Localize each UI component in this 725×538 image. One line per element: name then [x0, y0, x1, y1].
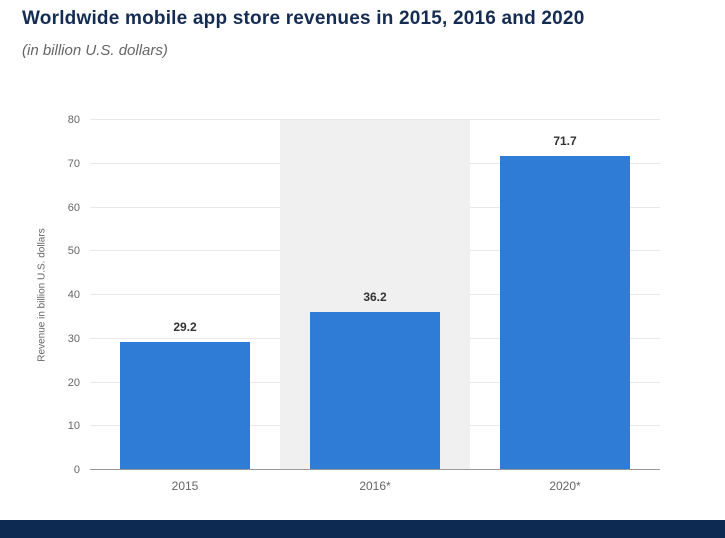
x-tick-label: 2015 — [171, 479, 199, 493]
y-tick-label: 10 — [67, 420, 80, 433]
bar-2016*[interactable]: 36.2 — [310, 290, 440, 470]
bar-value-label: 71.7 — [553, 134, 577, 149]
y-tick-label: 70 — [67, 157, 80, 170]
bar-slot-2016*: 36.2 — [280, 120, 470, 470]
chart-title: Worldwide mobile app store revenues in 2… — [22, 8, 585, 29]
bar-value-label: 29.2 — [173, 320, 197, 335]
bar-2020*[interactable]: 71.7 — [500, 134, 630, 470]
bar-slot-2020*: 71.7 — [470, 120, 660, 470]
plot-area: 29.2 36.2 71.7 — [90, 119, 660, 470]
y-tick-label: 0 — [73, 464, 80, 476]
bar-value-label: 36.2 — [363, 289, 387, 304]
footer-bar — [0, 520, 725, 538]
y-axis-tick-labels: 0 10 20 30 40 50 60 70 80 — [48, 114, 80, 476]
y-tick-label: 40 — [67, 289, 80, 301]
y-tick-label: 50 — [67, 245, 80, 258]
y-axis-title: Revenue in billion U.S. dollars — [36, 228, 48, 362]
y-tick-label: 80 — [67, 114, 80, 126]
x-tick-label: 2020* — [549, 479, 581, 493]
bar-slot-2015: 29.2 — [90, 120, 280, 470]
x-axis-line — [90, 469, 660, 470]
y-tick-label: 30 — [67, 332, 80, 345]
y-tick-label: 60 — [67, 201, 80, 214]
bar-2015[interactable]: 29.2 — [120, 320, 250, 470]
chart-subtitle: (in billion U.S. dollars) — [22, 42, 168, 59]
y-tick-label: 20 — [67, 376, 80, 389]
gridline — [90, 119, 660, 120]
x-tick-label: 2016* — [359, 479, 391, 493]
